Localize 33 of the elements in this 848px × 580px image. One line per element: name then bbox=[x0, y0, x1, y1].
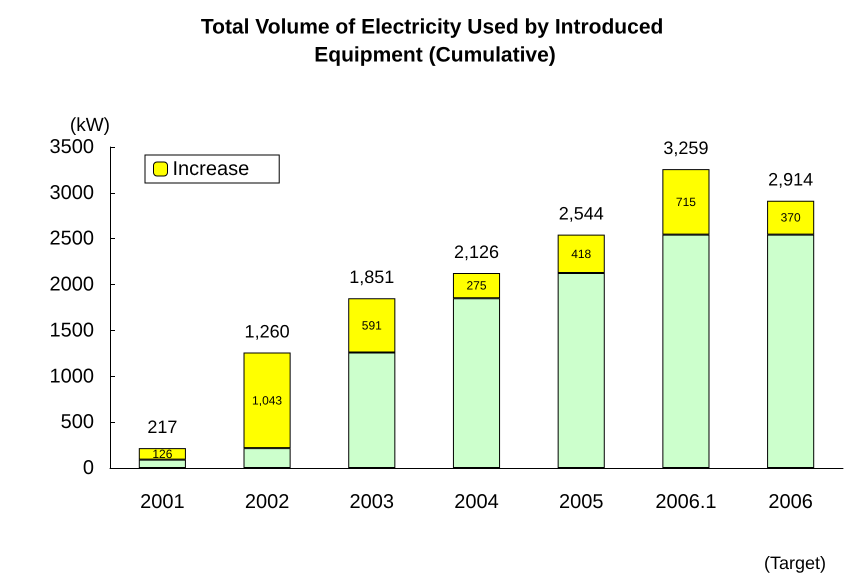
text: (Target) bbox=[764, 553, 826, 573]
x-tick-label: 2005 bbox=[558, 491, 604, 513]
total-label: 2,126 bbox=[454, 242, 500, 262]
data-label: 370 bbox=[780, 210, 801, 225]
data-label: 126 bbox=[152, 446, 173, 461]
y-axis-title: (kW) bbox=[70, 115, 110, 136]
data-label: 418 bbox=[571, 246, 592, 261]
y-tick-label: 1500 bbox=[50, 319, 94, 342]
total-label: 2,544 bbox=[558, 204, 604, 224]
y-tick-label: 3000 bbox=[50, 182, 94, 204]
total-label: 2,914 bbox=[768, 170, 814, 190]
y-tick-label: 2500 bbox=[50, 228, 94, 250]
x-tick-label: 2006 bbox=[768, 491, 813, 513]
chart-title: Total Volume of Electricity Used by Introduced Equipment (Cumulative) bbox=[200, 16, 670, 66]
y-tick-label: 3500 bbox=[50, 136, 94, 158]
legend-label: Increase bbox=[172, 158, 250, 180]
y-tick-label: 1000 bbox=[50, 365, 94, 388]
total-label: 1,851 bbox=[349, 267, 394, 288]
x-tick-label: 2001 bbox=[140, 491, 185, 513]
y-tick-label: 0 bbox=[82, 457, 94, 479]
x-tick-label: 2003 bbox=[350, 491, 394, 513]
data-label: 275 bbox=[466, 278, 487, 293]
y-tick-label: 2000 bbox=[50, 274, 94, 296]
total-label: 217 bbox=[147, 417, 178, 438]
y-tick-label: 500 bbox=[60, 411, 94, 434]
data-label: 591 bbox=[362, 318, 382, 332]
data-label: 715 bbox=[676, 194, 696, 209]
total-label: 1,260 bbox=[244, 321, 290, 342]
x-tick-label: 2004 bbox=[454, 491, 499, 513]
x-tick-label: 2006.1 bbox=[655, 491, 717, 513]
total-label: 3,259 bbox=[663, 138, 708, 158]
x-tick-label: 2002 bbox=[244, 491, 290, 513]
data-label: 1,043 bbox=[252, 393, 282, 408]
